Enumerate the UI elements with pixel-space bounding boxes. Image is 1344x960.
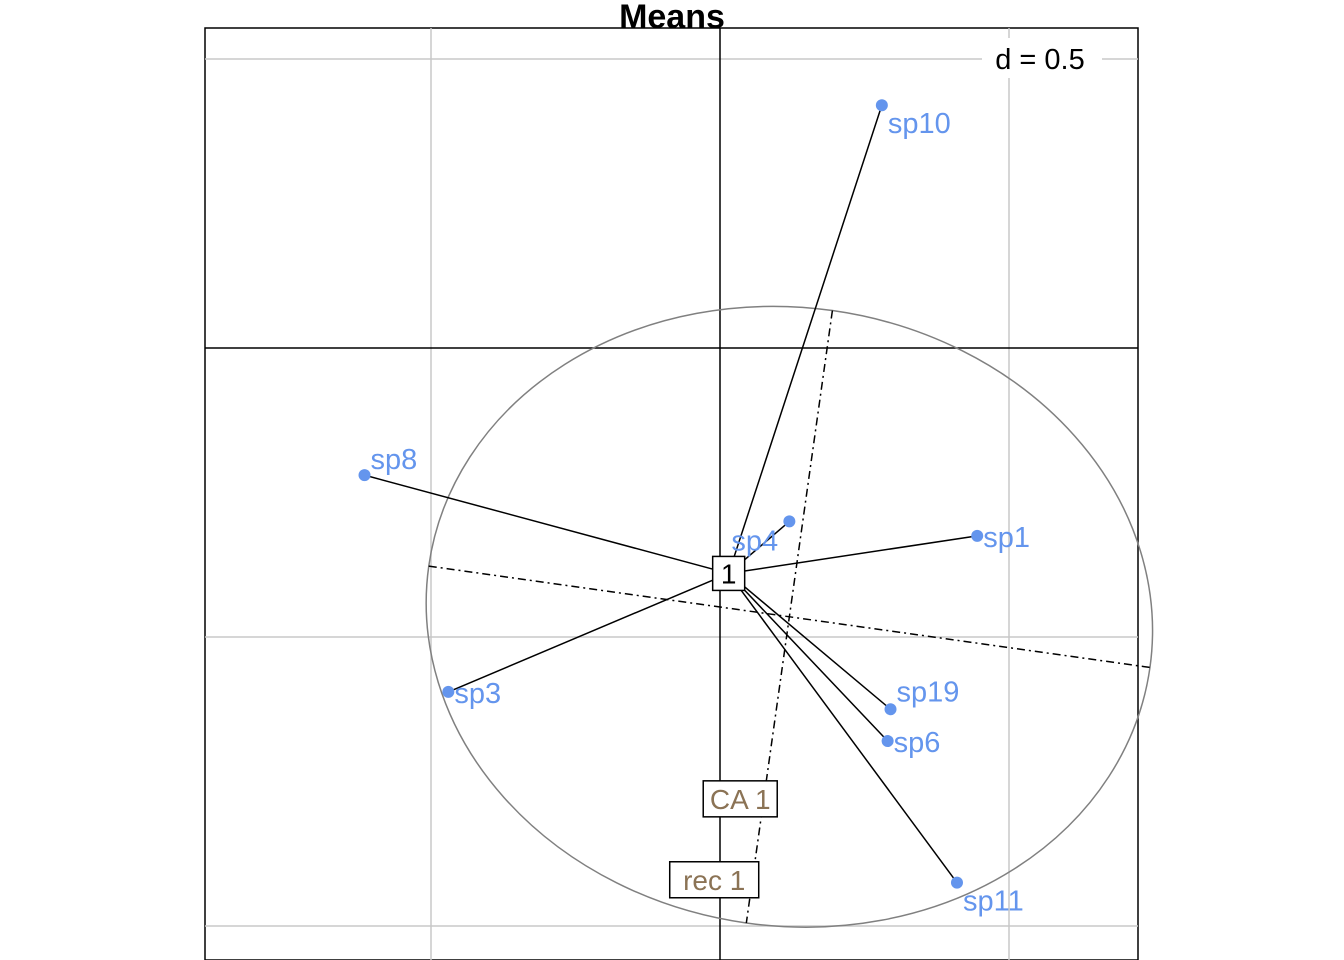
point-label-sp10: sp10	[888, 108, 951, 140]
point-label-sp1: sp1	[983, 522, 1030, 554]
point-sp4	[783, 515, 796, 528]
center-layer: 1	[711, 555, 746, 592]
point-sp11	[950, 876, 963, 889]
axis-label-box-ca-1	[702, 780, 778, 818]
point-sp1	[971, 529, 984, 542]
point-sp10	[875, 99, 888, 112]
ellipse-minor-axis	[745, 310, 834, 924]
ellipse-layer	[425, 305, 1154, 928]
ellipse-axes-layer	[428, 310, 1151, 924]
point-sp3	[442, 685, 455, 698]
points-layer	[358, 99, 984, 889]
center-box	[711, 555, 746, 592]
point-label-sp8: sp8	[371, 444, 418, 476]
spoke-sp1	[728, 535, 978, 575]
point-label-sp11: sp11	[963, 886, 1024, 918]
point-label-sp3: sp3	[454, 678, 501, 710]
center-label: 1	[721, 558, 737, 589]
axis-label-rec-1: rec 1	[683, 865, 745, 896]
spoke-sp19	[728, 572, 891, 710]
spoke-sp6	[728, 572, 889, 742]
point-label-sp6: sp6	[894, 727, 941, 759]
point-sp19	[884, 703, 897, 716]
spoke-sp11	[728, 572, 958, 884]
spokes-layer	[364, 105, 978, 884]
axis-label-box-rec-1	[668, 861, 760, 899]
scale-label: d = 0.5	[995, 44, 1085, 76]
plot-frame	[204, 27, 1139, 960]
point-sp6	[881, 735, 894, 748]
spoke-sp3	[448, 572, 729, 693]
spoke-sp10	[727, 105, 883, 574]
spoke-sp8	[364, 474, 729, 575]
scale-label-bg	[982, 38, 1102, 78]
axis-label-boxes-layer: CA 1 rec 1	[668, 780, 778, 899]
dispersion-ellipse	[425, 305, 1154, 928]
point-label-sp4: sp4	[731, 525, 778, 557]
grid	[205, 28, 1138, 960]
point-labels-layer: sp10 sp8 sp4 sp1 sp3 sp19 sp6 sp11	[371, 108, 1030, 917]
point-label-sp19: sp19	[897, 676, 960, 708]
chart-title: Means	[619, 0, 725, 36]
axis-label-ca-1: CA 1	[710, 784, 771, 815]
point-sp8	[358, 469, 371, 482]
